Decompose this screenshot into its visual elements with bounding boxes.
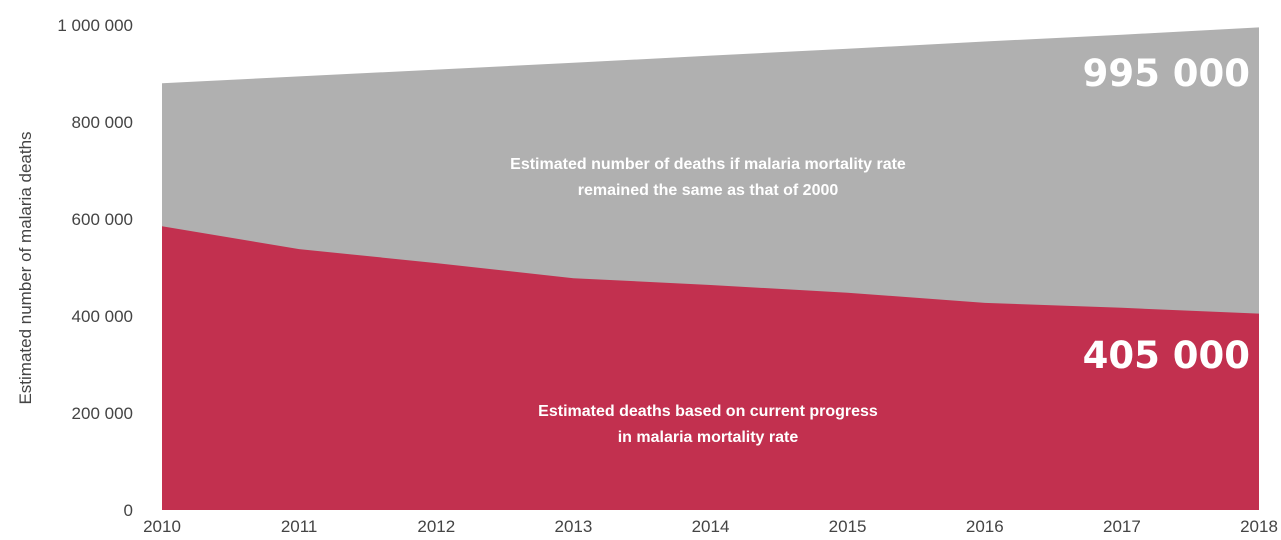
y-tick-label: 800 000 — [72, 113, 133, 132]
current-end-value: 405 000 — [1083, 334, 1250, 377]
baseline-area-label-line-2: remained the same as that of 2000 — [578, 182, 839, 199]
x-tick-label: 2017 — [1103, 517, 1141, 536]
y-tick-label: 0 — [124, 501, 133, 520]
baseline-end-value: 995 000 — [1083, 52, 1250, 95]
y-tick-label: 1 000 000 — [57, 16, 133, 35]
x-tick-label: 2011 — [281, 517, 318, 536]
y-tick-label: 200 000 — [72, 404, 133, 423]
y-tick-label: 400 000 — [72, 307, 133, 326]
current-area-label-line-1: Estimated deaths based on current progre… — [538, 403, 878, 420]
y-axis-title: Estimated number of malaria deaths — [16, 131, 35, 404]
baseline-area-label-line-1: Estimated number of deaths if malaria mo… — [510, 156, 906, 173]
y-tick-label: 600 000 — [72, 210, 133, 229]
x-tick-label: 2010 — [143, 517, 181, 536]
x-tick-label: 2018 — [1240, 517, 1278, 536]
x-tick-label: 2016 — [966, 517, 1004, 536]
x-tick-label: 2013 — [554, 517, 592, 536]
x-tick-label: 2012 — [417, 517, 455, 536]
y-axis: 0 200 000 400 000 600 000 800 000 1 000 000 — [57, 16, 133, 520]
x-axis: 2010 2011 2012 2013 2014 2015 2016 2017 2018 — [143, 517, 1278, 536]
current-area-label-line-2: in malaria mortality rate — [618, 429, 799, 446]
x-tick-label: 2014 — [692, 517, 730, 536]
chart-areas — [162, 27, 1259, 511]
current-area — [162, 226, 1259, 511]
x-tick-label: 2015 — [829, 517, 867, 536]
